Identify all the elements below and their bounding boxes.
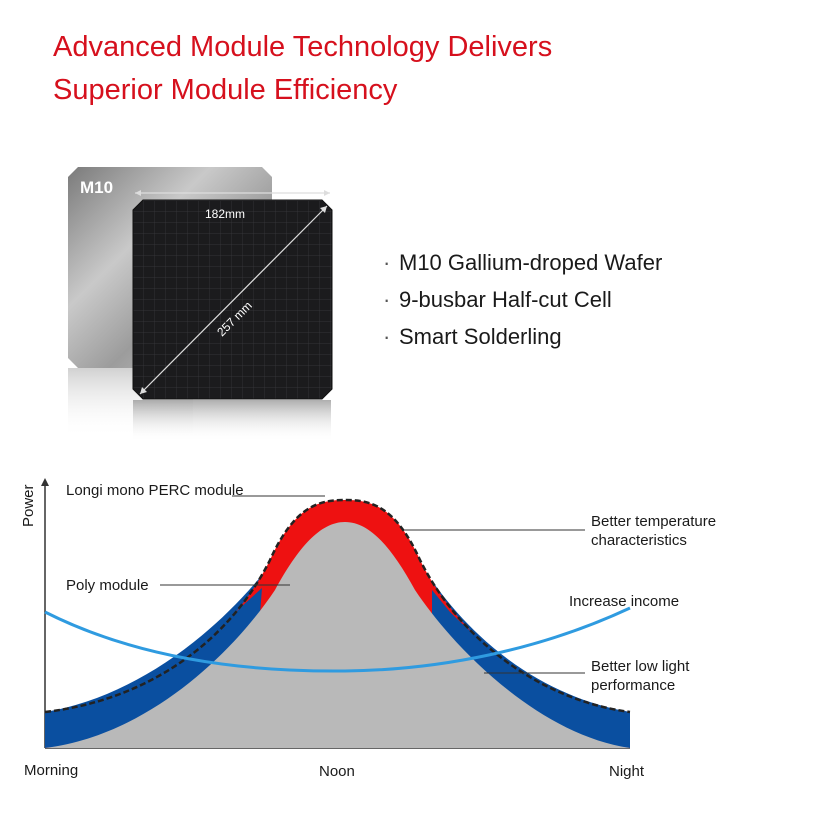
income-curve xyxy=(44,606,631,673)
poly-label: Poly module xyxy=(66,577,149,594)
headline-line-2: Superior Module Efficiency xyxy=(53,74,398,106)
width-dimension xyxy=(135,190,330,196)
perc-label: Longi mono PERC module xyxy=(66,482,244,499)
lowlight-label-line1: Better low light xyxy=(591,658,690,675)
wafer-illustration: M10 182mm 257 mm xyxy=(68,167,333,442)
poly-area xyxy=(45,522,630,748)
black-wafer xyxy=(132,199,333,400)
width-label: 182mm xyxy=(205,207,245,221)
diagonal-dimension xyxy=(139,205,328,395)
feature-item: · M10 Gallium-droped Wafer xyxy=(383,250,663,275)
feature-label: 9-busbar Half-cut Cell xyxy=(399,287,612,312)
headline-line-1: Advanced Module Technology Delivers xyxy=(53,31,553,63)
temp-label-line1: Better temperature xyxy=(591,513,716,530)
x-label-noon: Noon xyxy=(319,763,355,780)
power-curve-diagram: Power Longi mono PERC module Poly module… xyxy=(20,478,716,780)
lowlight-band-overlay-right xyxy=(432,590,630,748)
lowlight-label-line2: performance xyxy=(591,677,675,694)
headline: Advanced Module Technology Delivers Supe… xyxy=(53,26,552,112)
wafer-badge: M10 xyxy=(80,178,113,197)
feature-item: · Smart Solderling xyxy=(383,324,562,349)
y-axis-label: Power xyxy=(20,484,37,527)
feature-item: · 9-busbar Half-cut Cell xyxy=(383,287,612,312)
x-label-night: Night xyxy=(609,763,645,780)
black-wafer-reflection xyxy=(133,400,331,442)
income-label: Increase income xyxy=(569,593,679,610)
x-label-morning: Morning xyxy=(24,762,78,779)
lowlight-band-overlay xyxy=(45,588,262,748)
feature-list: · M10 Gallium-droped Wafer · 9-busbar Half… xyxy=(383,244,662,355)
feature-label: Smart Solderling xyxy=(399,324,562,349)
temp-label-line2: characteristics xyxy=(591,532,687,549)
feature-label: M10 Gallium-droped Wafer xyxy=(399,250,663,275)
